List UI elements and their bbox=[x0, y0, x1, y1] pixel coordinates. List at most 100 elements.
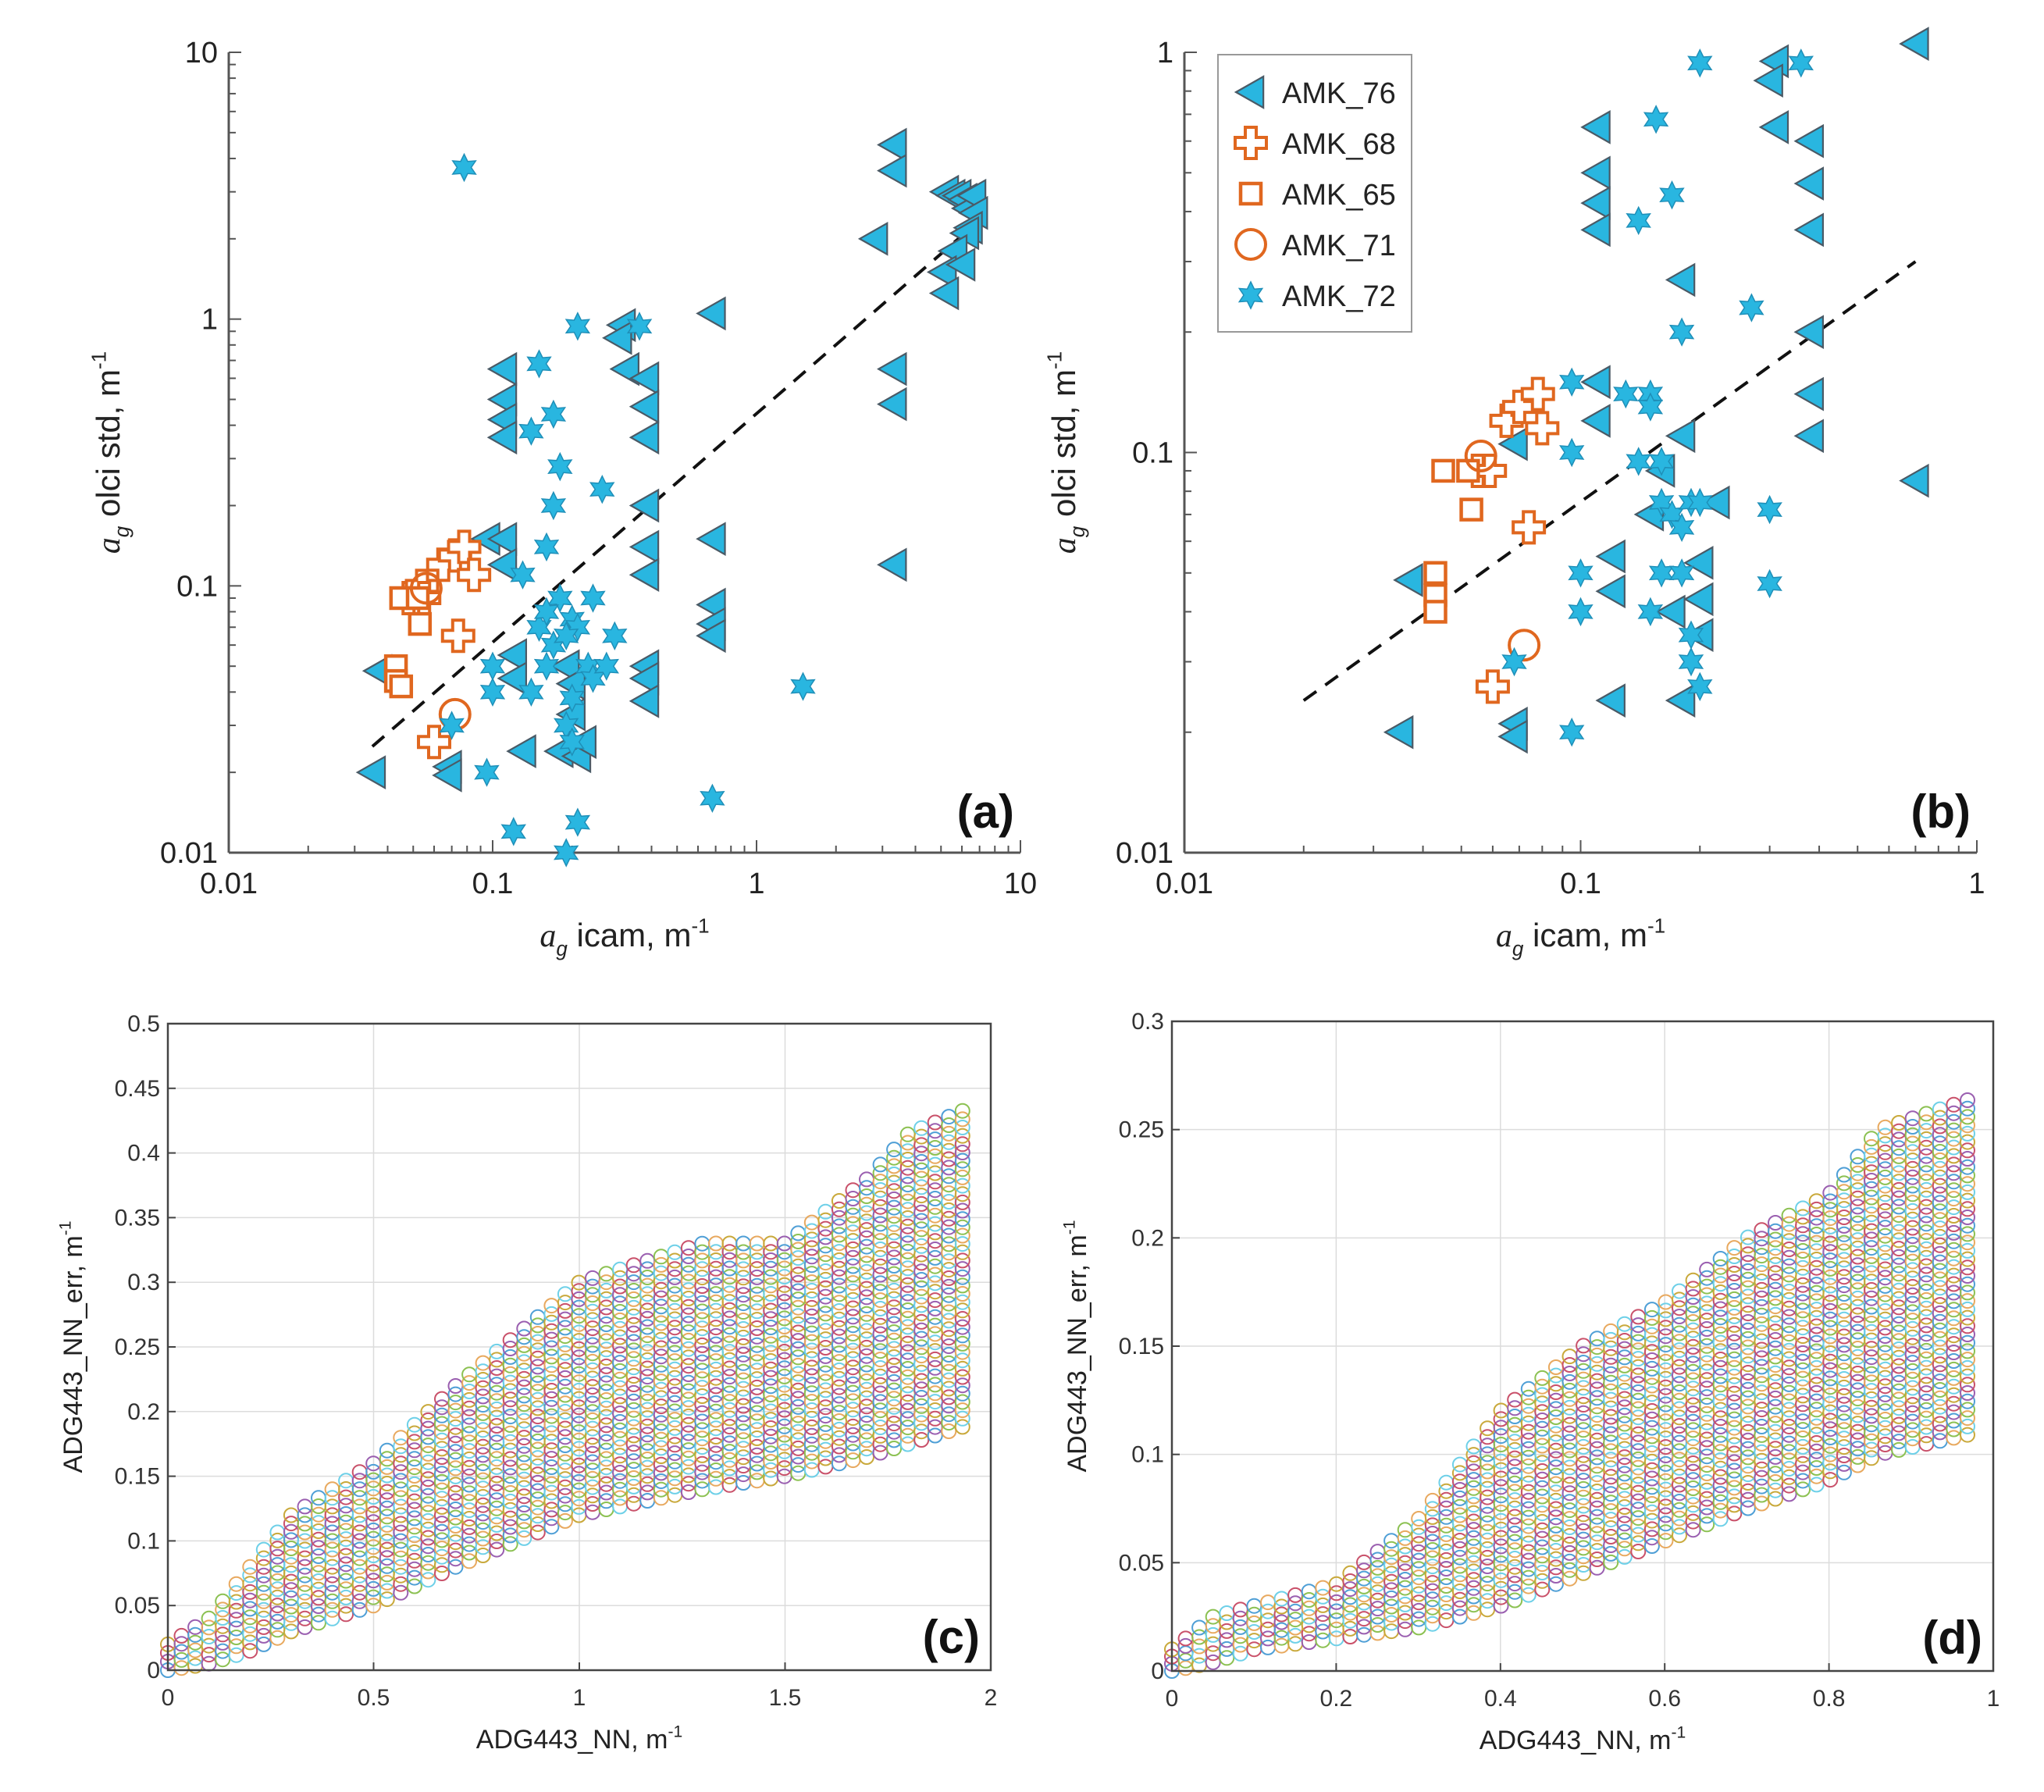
xlabel-superscript: -1 bbox=[1671, 1724, 1686, 1742]
point-AMK_72 bbox=[554, 621, 579, 651]
data-point bbox=[954, 1419, 970, 1435]
data-point bbox=[1960, 1276, 1975, 1292]
scatter-points bbox=[160, 1103, 970, 1678]
point-AMK_76 bbox=[1580, 404, 1611, 438]
data-point bbox=[393, 1430, 409, 1446]
point-AMK_72 bbox=[526, 349, 552, 379]
data-point bbox=[1960, 1359, 1975, 1376]
data-point bbox=[667, 1269, 683, 1285]
point-AMK_76 bbox=[1595, 574, 1626, 609]
point-AMK_68 bbox=[417, 725, 452, 760]
data-point bbox=[228, 1647, 244, 1663]
xlabel-text: ADG443_NN, m bbox=[1480, 1726, 1672, 1755]
point-AMK_76 bbox=[1758, 110, 1789, 144]
data-point bbox=[954, 1194, 970, 1210]
point-AMK_76 bbox=[506, 734, 536, 768]
data-point bbox=[667, 1277, 683, 1294]
data-point bbox=[1795, 1455, 1811, 1472]
data-point bbox=[1672, 1409, 1687, 1426]
data-point bbox=[1658, 1430, 1674, 1447]
data-point bbox=[954, 1319, 970, 1335]
y-axis-label: ADG443_NN_err, m-1 bbox=[57, 1221, 88, 1473]
data-point bbox=[255, 1636, 272, 1652]
data-point bbox=[1864, 1307, 1879, 1324]
data-point bbox=[1932, 1144, 1948, 1160]
data-point bbox=[502, 1417, 518, 1433]
data-point bbox=[1960, 1251, 1975, 1267]
data-point bbox=[1877, 1202, 1893, 1219]
data-point bbox=[1685, 1522, 1701, 1538]
data-point bbox=[1918, 1131, 1935, 1147]
data-point bbox=[721, 1402, 738, 1418]
point-AMK_76 bbox=[1580, 365, 1611, 400]
data-point bbox=[1932, 1127, 1948, 1143]
data-point bbox=[954, 1169, 970, 1185]
point-AMK_71 bbox=[409, 572, 443, 605]
data-point bbox=[598, 1274, 614, 1291]
data-point bbox=[667, 1261, 683, 1277]
xlabel-symbol: a bbox=[539, 918, 556, 954]
data-point bbox=[1960, 1134, 1975, 1150]
panel-c: 0 0.5 1 1.5 2 0 0.05 0.1 0.15 0.2 0.25 0.3 0.35 0.4 0.… bbox=[57, 1011, 998, 1755]
data-point bbox=[941, 1415, 957, 1431]
point-AMK_72 bbox=[554, 838, 579, 867]
point-AMK_76 bbox=[857, 221, 888, 256]
data-point bbox=[187, 1642, 204, 1658]
point-AMK_76 bbox=[1793, 212, 1824, 248]
data-point bbox=[1960, 1192, 1975, 1209]
data-point bbox=[338, 1598, 354, 1614]
data-point bbox=[1904, 1202, 1921, 1219]
data-point bbox=[1960, 1427, 1975, 1443]
xlabel-superscript: -1 bbox=[668, 1723, 682, 1741]
data-point bbox=[571, 1324, 587, 1341]
point-AMK_72 bbox=[1643, 105, 1669, 134]
series-AMK_68 bbox=[1460, 376, 1560, 704]
data-point bbox=[1960, 1167, 1975, 1184]
data-point bbox=[1781, 1486, 1797, 1502]
data-point bbox=[1960, 1109, 1975, 1125]
data-point bbox=[585, 1312, 600, 1328]
data-point bbox=[1960, 1377, 1975, 1393]
data-point bbox=[954, 1269, 970, 1285]
point-AMK_76 bbox=[629, 488, 660, 523]
point-AMK_72 bbox=[589, 474, 615, 504]
data-point bbox=[489, 1541, 505, 1558]
data-point bbox=[954, 1344, 970, 1360]
point-AMK_72 bbox=[1501, 647, 1527, 677]
data-point bbox=[1822, 1472, 1839, 1488]
ylabel-text: olci std, m bbox=[1045, 369, 1082, 526]
data-point bbox=[1589, 1559, 1605, 1576]
data-point bbox=[680, 1240, 696, 1256]
point-AMK_71 bbox=[1464, 439, 1497, 472]
x-tick-label: 0.6 bbox=[1648, 1686, 1681, 1712]
fit-line bbox=[1302, 260, 1917, 702]
y-tick-label: 0.15 bbox=[115, 1464, 160, 1490]
point-AMK_76 bbox=[1580, 110, 1611, 144]
data-point bbox=[1864, 1324, 1879, 1340]
point-AMK_72 bbox=[1788, 48, 1814, 78]
data-point bbox=[1960, 1226, 1975, 1242]
data-point bbox=[954, 1153, 970, 1169]
data-point bbox=[1960, 1352, 1975, 1368]
data-point bbox=[475, 1430, 491, 1446]
data-point bbox=[639, 1261, 656, 1277]
data-point bbox=[612, 1304, 629, 1320]
point-AMK_72 bbox=[1687, 672, 1713, 702]
data-point bbox=[1630, 1544, 1647, 1559]
data-point bbox=[311, 1615, 326, 1631]
panel-label: (b) bbox=[1910, 786, 1971, 838]
data-point bbox=[1561, 1494, 1578, 1510]
data-point bbox=[543, 1383, 560, 1398]
data-point bbox=[954, 1302, 970, 1319]
legend-marker-AMK_68 bbox=[1234, 126, 1268, 160]
data-point bbox=[1891, 1174, 1907, 1190]
series-AMK_76 bbox=[355, 127, 988, 793]
data-point bbox=[1960, 1343, 1975, 1359]
data-point bbox=[653, 1265, 669, 1281]
data-point bbox=[1891, 1181, 1907, 1198]
data-point bbox=[447, 1559, 464, 1575]
point-AMK_72 bbox=[1637, 392, 1664, 422]
data-point bbox=[872, 1436, 888, 1452]
x-tick-label: 0.2 bbox=[1320, 1686, 1353, 1712]
point-AMK_76 bbox=[486, 420, 518, 455]
